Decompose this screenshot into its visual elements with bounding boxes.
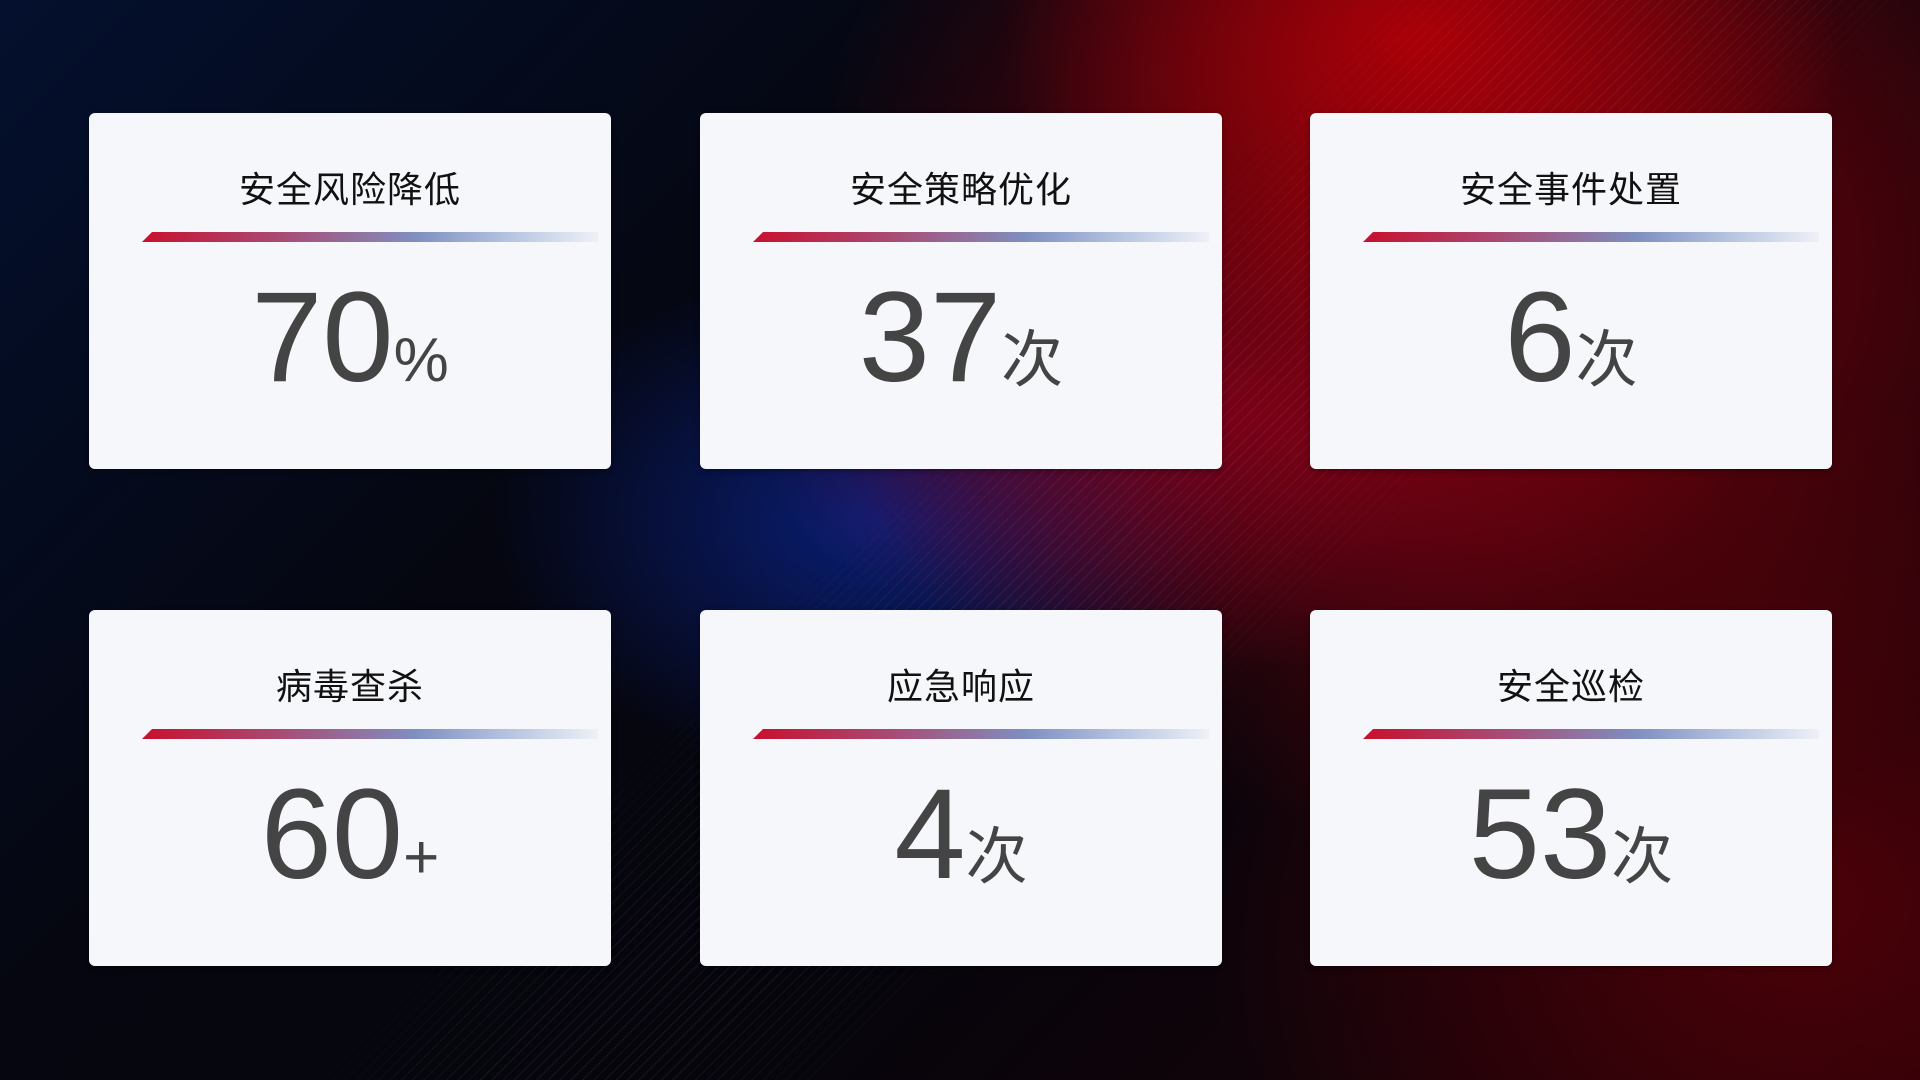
value-unit: 次: [965, 823, 1028, 892]
card-divider-bar: [1363, 729, 1819, 739]
value-number: 60: [260, 763, 404, 906]
value-unit: 次: [1611, 823, 1674, 892]
card-divider-bar: [753, 729, 1209, 739]
card-title: 安全巡检: [1496, 667, 1645, 708]
card-divider-bar: [142, 729, 598, 739]
card-value: 60+: [89, 760, 611, 910]
value-number: 37: [858, 266, 1002, 409]
card-title: 病毒查杀: [275, 667, 424, 708]
stat-card-risk-reduction: 安全风险降低 70%: [89, 113, 611, 469]
card-divider-bar: [1363, 232, 1819, 242]
card-title: 安全策略优化: [849, 170, 1072, 211]
value-unit: +: [403, 823, 440, 892]
card-title: 应急响应: [886, 667, 1035, 708]
value-unit: 次: [1001, 326, 1064, 395]
stat-card-security-inspection: 安全巡检 53次: [1310, 610, 1832, 966]
stat-card-emergency-response: 应急响应 4次: [700, 610, 1222, 966]
card-divider-bar: [142, 232, 598, 242]
card-value: 4次: [700, 760, 1222, 910]
card-value: 70%: [89, 263, 611, 413]
value-number: 70: [251, 266, 394, 409]
value-unit: 次: [1575, 326, 1638, 395]
card-title: 安全风险降低: [238, 170, 461, 211]
card-divider-bar: [753, 232, 1209, 242]
card-value: 37次: [700, 263, 1222, 413]
value-number: 53: [1468, 763, 1612, 906]
card-value: 6次: [1310, 263, 1832, 413]
stat-card-incident-handling: 安全事件处置 6次: [1310, 113, 1832, 469]
stat-card-policy-optimization: 安全策略优化 37次: [700, 113, 1222, 469]
card-value: 53次: [1310, 760, 1832, 910]
stat-card-virus-removal: 病毒查杀 60+: [89, 610, 611, 966]
value-unit: %: [393, 326, 449, 395]
value-number: 6: [1504, 266, 1576, 409]
card-title: 安全事件处置: [1459, 170, 1682, 211]
value-number: 4: [894, 763, 966, 906]
